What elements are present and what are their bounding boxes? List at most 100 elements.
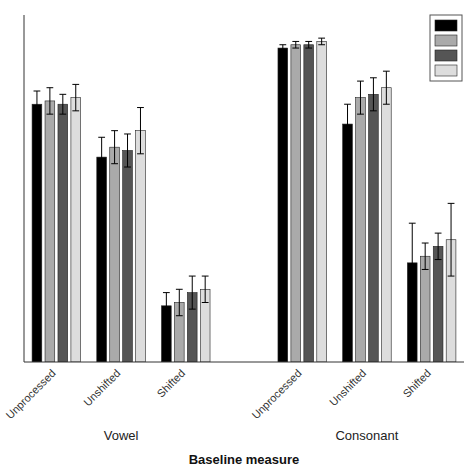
- error-cap: [59, 114, 66, 115]
- error-bar: [98, 137, 105, 177]
- error-bar: [409, 223, 416, 302]
- error-stem: [386, 71, 387, 104]
- error-cap: [124, 133, 131, 134]
- error-stem: [62, 94, 63, 114]
- chart-svg: Unprocessed Unshifted Shifted Unprocessed Un…: [0, 0, 474, 474]
- error-stem: [205, 276, 206, 302]
- error-stem: [451, 203, 452, 276]
- error-cap: [72, 84, 79, 85]
- error-cap: [163, 319, 170, 320]
- error-bar: [318, 38, 325, 45]
- error-cap: [422, 243, 429, 244]
- error-cap: [305, 48, 312, 49]
- legend-swatch: [435, 65, 457, 76]
- error-stem: [282, 45, 283, 52]
- error-bar: [435, 233, 442, 259]
- error-cap: [409, 223, 416, 224]
- error-stem: [412, 223, 413, 302]
- error-cap: [34, 91, 41, 92]
- error-stem: [295, 41, 296, 48]
- error-cap: [189, 276, 196, 277]
- x-tick-label: Unprocessed: [249, 367, 303, 421]
- error-bar: [34, 91, 41, 117]
- error-cap: [357, 114, 364, 115]
- error-bar: [279, 45, 286, 52]
- chart-container: Unprocessed Unshifted Shifted Unprocessed Un…: [0, 0, 474, 474]
- error-cap: [46, 114, 53, 115]
- error-bar: [202, 276, 209, 302]
- error-stem: [347, 104, 348, 144]
- bar: [45, 101, 55, 362]
- error-cap: [98, 137, 105, 138]
- error-cap: [370, 77, 377, 78]
- error-stem: [101, 137, 102, 177]
- x-tick-label: Unshifted: [81, 367, 122, 408]
- y-axis-line: [24, 15, 25, 362]
- bar: [32, 104, 42, 362]
- bar: [136, 131, 146, 362]
- error-cap: [292, 48, 299, 49]
- error-cap: [124, 167, 131, 168]
- error-cap: [344, 143, 351, 144]
- error-cap: [279, 51, 286, 52]
- error-cap: [98, 176, 105, 177]
- bar: [58, 104, 68, 362]
- bar: [278, 48, 288, 362]
- error-stem: [192, 276, 193, 309]
- bar: [97, 157, 107, 362]
- bar: [356, 98, 366, 362]
- legend-swatch: [435, 20, 457, 31]
- error-cap: [448, 203, 455, 204]
- error-bar: [370, 78, 377, 111]
- error-cap: [370, 110, 377, 111]
- error-stem: [360, 81, 361, 114]
- error-cap: [202, 276, 209, 277]
- error-stem: [114, 131, 115, 164]
- x-tick-label: Unprocessed: [3, 367, 57, 421]
- bar: [382, 88, 392, 362]
- x-tick-label: Shifted: [400, 367, 433, 400]
- bar: [317, 41, 327, 362]
- group-label: Vowel: [104, 428, 139, 443]
- x-tick-label: Unshifted: [327, 367, 368, 408]
- error-stem: [321, 38, 322, 45]
- error-stem: [127, 134, 128, 167]
- error-cap: [318, 38, 325, 39]
- error-bar: [448, 203, 455, 276]
- error-stem: [36, 91, 37, 117]
- legend-swatch: [435, 50, 457, 61]
- error-stem: [373, 78, 374, 111]
- error-bar: [176, 289, 183, 315]
- error-cap: [111, 163, 118, 164]
- error-cap: [435, 233, 442, 234]
- error-cap: [176, 289, 183, 290]
- error-bar: [383, 71, 390, 104]
- error-bar: [46, 88, 53, 114]
- bar: [343, 124, 353, 362]
- error-bar: [344, 104, 351, 144]
- error-bar: [422, 243, 429, 269]
- error-stem: [49, 88, 50, 114]
- error-stem: [308, 41, 309, 48]
- error-cap: [46, 87, 53, 88]
- error-stem: [75, 84, 76, 110]
- error-cap: [137, 107, 144, 108]
- error-bar: [124, 134, 131, 167]
- legend: [430, 15, 462, 81]
- error-bar: [292, 41, 299, 48]
- bar: [420, 256, 430, 362]
- error-cap: [202, 302, 209, 303]
- bar: [369, 94, 379, 362]
- bar: [304, 45, 314, 362]
- error-stem: [140, 108, 141, 154]
- error-cap: [189, 309, 196, 310]
- bars: [32, 38, 456, 362]
- error-bar: [189, 276, 196, 309]
- error-bar: [163, 293, 170, 319]
- error-cap: [59, 94, 66, 95]
- error-cap: [409, 302, 416, 303]
- bar: [123, 150, 133, 362]
- error-cap: [422, 269, 429, 270]
- group-label: Consonant: [335, 428, 398, 443]
- x-tick-label: Shifted: [154, 367, 187, 400]
